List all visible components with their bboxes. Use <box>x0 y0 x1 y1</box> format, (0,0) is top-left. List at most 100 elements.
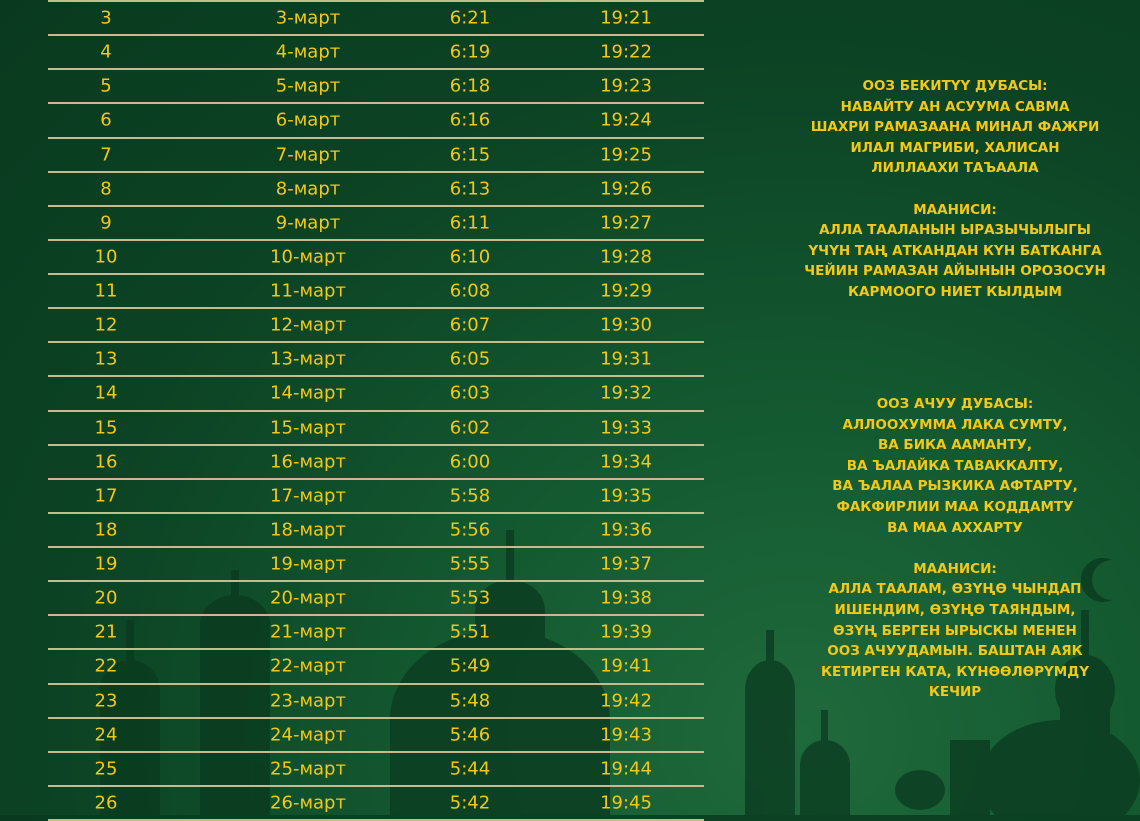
table-row: 21 21-март 5:51 19:39 <box>48 615 704 649</box>
day-cell: 12 <box>94 314 118 336</box>
suhur-end-cell: 6:08 <box>449 280 491 302</box>
date-cell: 3-март <box>275 7 341 29</box>
table-row: 10 10-март 6:10 19:28 <box>48 240 704 274</box>
iftar-dua-line: ВА ЪАЛАА РЫЗКИКА АФТАРТУ, <box>832 478 1078 495</box>
table-row: 6 6-март 6:16 19:24 <box>48 103 704 137</box>
suhur-dua-block: ООЗ БЕКИТҮҮ ДУБАСЫ: НАВАЙТУ АН АСУУМА СА… <box>770 76 1140 303</box>
row-divider <box>48 136 704 139</box>
table-row: 24 24-март 5:46 19:43 <box>48 718 704 752</box>
table-row: 13 13-март 6:05 19:31 <box>48 342 704 376</box>
date-cell: 16-март <box>270 451 346 473</box>
row-divider <box>48 580 704 583</box>
row-divider <box>48 68 704 71</box>
iftar-cell: 19:37 <box>600 553 652 575</box>
day-cell: 20 <box>94 587 118 609</box>
suhur-end-cell: 6:21 <box>449 7 491 29</box>
iftar-cell: 19:38 <box>600 587 652 609</box>
row-divider <box>48 238 704 241</box>
date-cell: 20-март <box>270 587 346 609</box>
day-cell: 10 <box>94 246 118 268</box>
date-cell: 15-март <box>270 417 346 439</box>
iftar-cell: 19:33 <box>600 417 652 439</box>
suhur-end-cell: 6:15 <box>449 144 491 166</box>
iftar-meaning-line: ООЗ АЧУУДАМЫН. БАШТАН АЯК <box>827 643 1083 660</box>
row-divider <box>48 443 704 446</box>
iftar-dua-line: ФАКФИРЛИИ МАА КОДДАМТУ <box>836 498 1074 515</box>
suhur-end-cell: 6:16 <box>449 109 491 131</box>
suhur-end-cell: 6:11 <box>449 212 491 234</box>
suhur-meaning-line: АЛЛА ТААЛАНЫН ЫРАЗЫЧЫЛЫГЫ <box>819 222 1091 239</box>
row-divider <box>48 102 704 105</box>
table-row: 4 4-март 6:19 19:22 <box>48 35 704 69</box>
iftar-cell: 19:44 <box>600 758 652 780</box>
row-divider <box>48 273 704 276</box>
day-cell: 18 <box>94 519 118 541</box>
day-cell: 13 <box>94 348 118 370</box>
day-cell: 6 <box>100 109 112 131</box>
iftar-cell: 19:25 <box>600 144 652 166</box>
row-divider <box>48 682 704 685</box>
day-cell: 17 <box>94 485 118 507</box>
day-cell: 23 <box>94 690 118 712</box>
date-cell: 11-март <box>270 280 346 302</box>
iftar-cell: 19:45 <box>600 792 652 814</box>
day-cell: 8 <box>100 178 112 200</box>
date-cell: 23-март <box>270 690 346 712</box>
suhur-end-cell: 5:56 <box>449 519 491 541</box>
iftar-cell: 19:26 <box>600 178 652 200</box>
suhur-meaning-title: МААНИСИ: <box>913 201 997 218</box>
iftar-cell: 19:30 <box>600 314 652 336</box>
table-row: 20 20-март 5:53 19:38 <box>48 581 704 615</box>
iftar-cell: 19:28 <box>600 246 652 268</box>
row-divider <box>48 34 704 37</box>
suhur-end-cell: 6:05 <box>449 348 491 370</box>
suhur-end-cell: 5:46 <box>449 724 491 746</box>
table-row: 14 14-март 6:03 19:32 <box>48 376 704 410</box>
suhur-meaning-line: ЧЕЙИН РАМАЗАН АЙЫНЫН ОРОЗОСУН <box>804 263 1106 280</box>
table-row: 3 3-март 6:21 19:21 <box>48 1 704 35</box>
row-divider <box>48 307 704 310</box>
iftar-meaning-title: МААНИСИ: <box>913 560 997 577</box>
date-cell: 10-март <box>270 246 346 268</box>
day-cell: 25 <box>94 758 118 780</box>
day-cell: 9 <box>100 212 112 234</box>
iftar-cell: 19:43 <box>600 724 652 746</box>
day-cell: 7 <box>100 144 112 166</box>
date-cell: 5-март <box>275 75 341 97</box>
suhur-dua-line: ЛИЛЛААХИ ТАЪААЛА <box>871 160 1039 177</box>
table-row: 23 23-март 5:48 19:42 <box>48 684 704 718</box>
date-cell: 19-март <box>270 553 346 575</box>
date-cell: 26-март <box>270 792 346 814</box>
iftar-dua-line: ВА МАА АХХАРТУ <box>887 519 1023 536</box>
day-cell: 4 <box>100 41 112 63</box>
day-cell: 26 <box>94 792 118 814</box>
row-divider <box>48 477 704 480</box>
iftar-cell: 19:24 <box>600 109 652 131</box>
row-divider <box>48 170 704 173</box>
date-cell: 6-март <box>275 109 341 131</box>
row-divider <box>48 0 704 2</box>
suhur-end-cell: 5:42 <box>449 792 491 814</box>
table-row: 7 7-март 6:15 19:25 <box>48 138 704 172</box>
iftar-meaning-line: КЕЧИР <box>928 684 982 701</box>
suhur-end-cell: 6:10 <box>449 246 491 268</box>
iftar-cell: 19:29 <box>600 280 652 302</box>
date-cell: 25-март <box>270 758 346 780</box>
suhur-end-cell: 6:07 <box>449 314 491 336</box>
suhur-end-cell: 5:51 <box>449 621 491 643</box>
table-row: 19 19-март 5:55 19:37 <box>48 547 704 581</box>
date-cell: 9-март <box>275 212 341 234</box>
iftar-cell: 19:34 <box>600 451 652 473</box>
suhur-meaning-line: КАРМООГО НИЕТ КЫЛДЫМ <box>848 283 1062 300</box>
iftar-cell: 19:32 <box>600 382 652 404</box>
date-cell: 17-март <box>270 485 346 507</box>
iftar-meaning-line: ӨЗҮҢ БЕРГЕН ЫРЫСКЫ МЕНЕН <box>833 622 1077 639</box>
date-cell: 24-март <box>270 724 346 746</box>
row-divider <box>48 204 704 207</box>
table-row: 25 25-март 5:44 19:44 <box>48 752 704 786</box>
iftar-cell: 19:21 <box>600 7 652 29</box>
day-cell: 16 <box>94 451 118 473</box>
iftar-cell: 19:41 <box>600 655 652 677</box>
iftar-dua-block: ООЗ АЧУУ ДУБАСЫ: АЛЛООХУММА ЛАКА СУМТУ, … <box>770 394 1140 703</box>
day-cell: 19 <box>94 553 118 575</box>
